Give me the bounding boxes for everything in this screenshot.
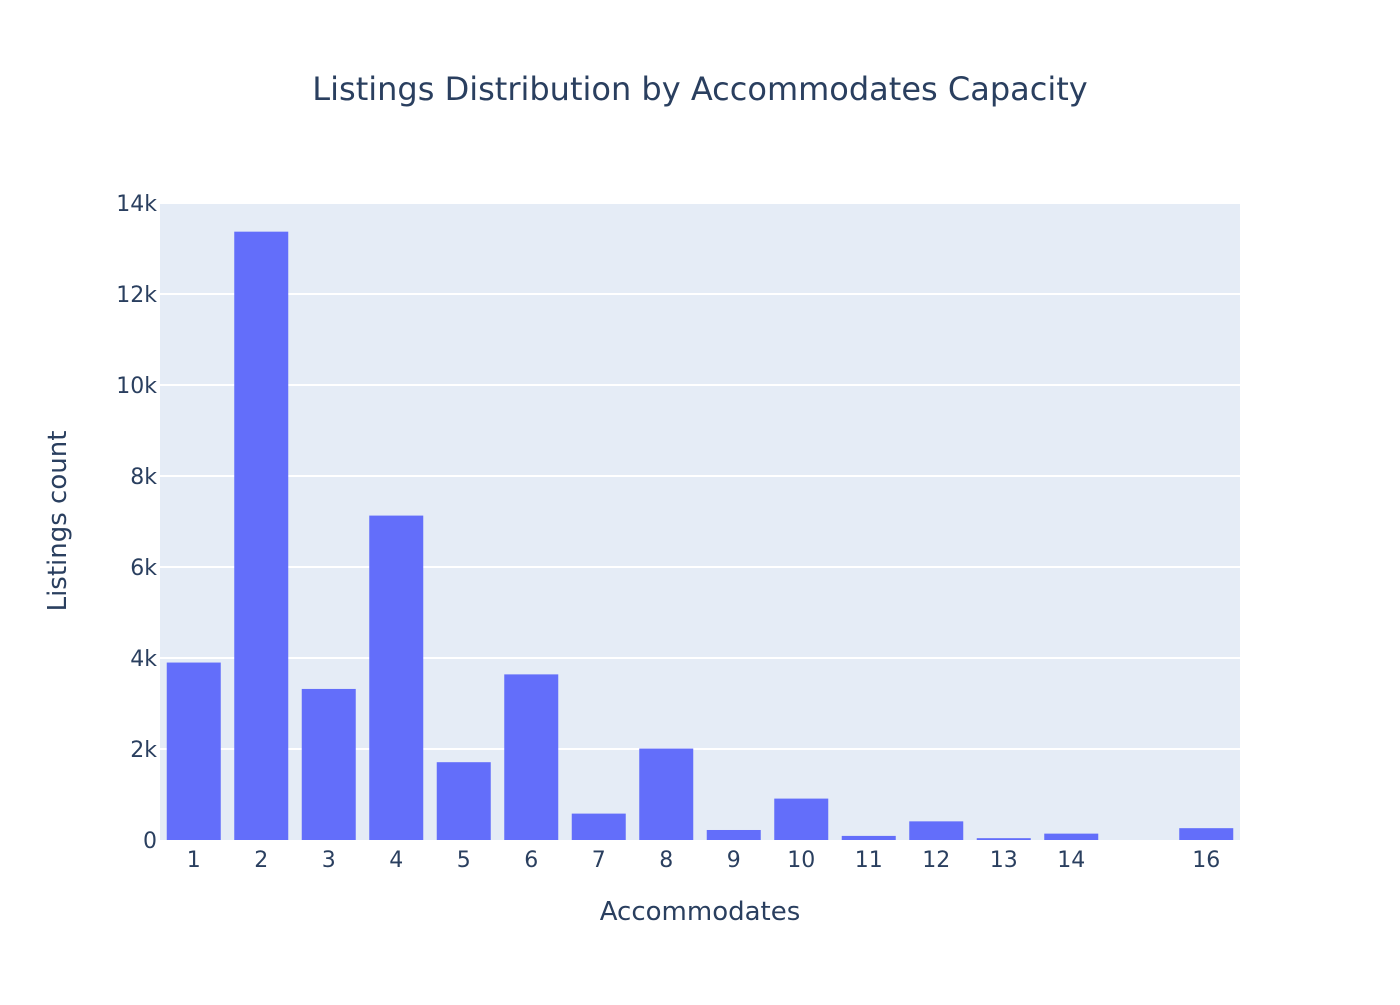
x-tick-label: 11 xyxy=(855,848,883,873)
x-tick-label: 1 xyxy=(187,848,201,873)
bar[interactable] xyxy=(369,515,424,840)
bar[interactable] xyxy=(639,748,694,840)
x-tick-label: 2 xyxy=(254,848,268,873)
y-tick-label: 4k xyxy=(130,647,157,672)
x-tick-label: 10 xyxy=(787,848,815,873)
x-tick-label: 12 xyxy=(922,848,950,873)
x-axis-title: Accommodates xyxy=(600,897,801,927)
bar[interactable] xyxy=(976,838,1031,840)
bar[interactable] xyxy=(706,829,761,840)
y-axis-ticks: 0 2k 4k 6k 8k 10k 12k 14k xyxy=(116,192,157,854)
x-tick-label: 16 xyxy=(1192,848,1220,873)
y-tick-label: 6k xyxy=(130,556,157,581)
bar[interactable] xyxy=(1044,833,1099,840)
bar[interactable] xyxy=(436,762,491,840)
y-axis-title: Listings count xyxy=(43,431,73,612)
x-tick-label: 7 xyxy=(592,848,606,873)
bars xyxy=(166,231,1234,841)
y-tick-label: 14k xyxy=(116,192,157,217)
y-tick-label: 8k xyxy=(130,465,157,490)
x-tick-label: 6 xyxy=(524,848,538,873)
x-tick-label: 9 xyxy=(727,848,741,873)
y-tick-label: 12k xyxy=(116,283,157,308)
bar[interactable] xyxy=(774,798,829,840)
y-tick-label: 2k xyxy=(130,738,157,763)
bar[interactable] xyxy=(571,813,626,840)
bar[interactable] xyxy=(166,662,221,840)
bar[interactable] xyxy=(841,835,896,840)
chart-title: Listings Distribution by Accommodates Ca… xyxy=(312,70,1087,108)
bar[interactable] xyxy=(504,674,559,840)
bar[interactable] xyxy=(909,821,964,840)
y-tick-label: 0 xyxy=(143,829,157,854)
bar[interactable] xyxy=(234,231,289,841)
x-tick-label: 4 xyxy=(389,848,403,873)
bar[interactable] xyxy=(301,688,356,840)
x-tick-label: 8 xyxy=(659,848,673,873)
x-axis-ticks: 1 2 3 4 5 6 7 8 9 10 11 12 13 14 16 xyxy=(187,848,1221,873)
x-tick-label: 5 xyxy=(457,848,471,873)
bar[interactable] xyxy=(1179,828,1234,840)
y-tick-label: 10k xyxy=(116,374,157,399)
x-tick-label: 14 xyxy=(1057,848,1085,873)
x-tick-label: 13 xyxy=(990,848,1018,873)
x-tick-label: 3 xyxy=(322,848,336,873)
